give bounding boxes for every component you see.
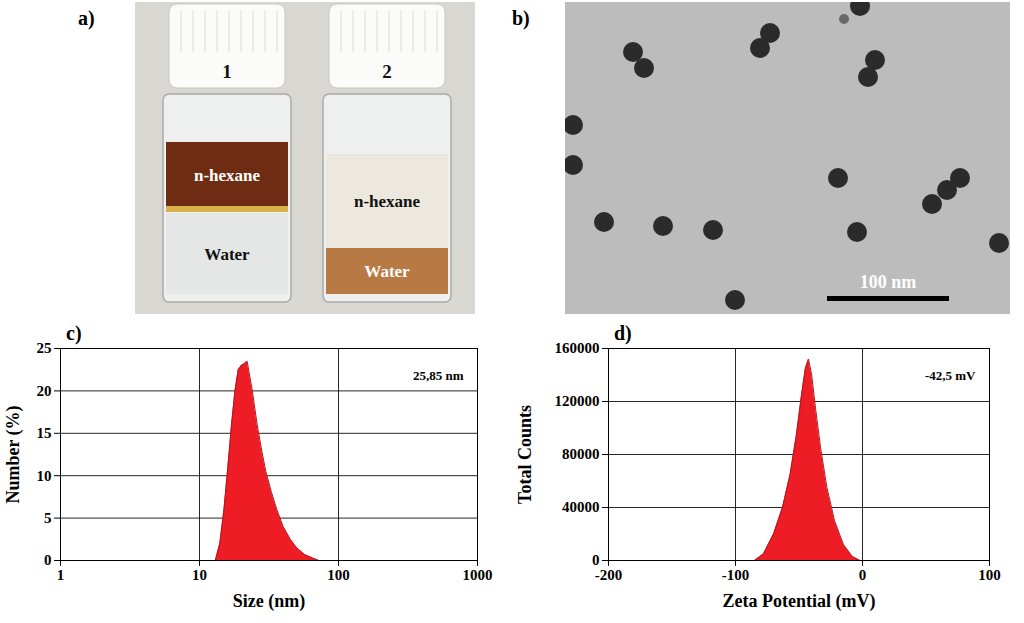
html-text:b): b) xyxy=(512,7,530,29)
svg-text:n-hexane: n-hexane xyxy=(354,192,421,211)
svg-text:1000: 1000 xyxy=(463,567,493,583)
svg-text:40000: 40000 xyxy=(562,499,600,515)
svg-text:Number (%): Number (%) xyxy=(3,405,24,503)
svg-text:Size (nm): Size (nm) xyxy=(233,591,305,612)
svg-text:Water: Water xyxy=(204,245,250,264)
svg-text:25: 25 xyxy=(37,340,52,356)
svg-text:120000: 120000 xyxy=(555,393,600,409)
svg-text:-42,5 mV: -42,5 mV xyxy=(925,368,976,383)
html-text:a): a) xyxy=(78,7,95,29)
svg-text:2: 2 xyxy=(382,61,392,82)
svg-text:Total Counts: Total Counts xyxy=(515,405,535,504)
svg-text:Water: Water xyxy=(364,262,410,281)
svg-text:n-hexane: n-hexane xyxy=(194,166,261,185)
svg-text:5: 5 xyxy=(44,510,52,526)
svg-text:0: 0 xyxy=(44,552,52,568)
svg-text:-100: -100 xyxy=(722,567,750,583)
html-text:d): d) xyxy=(614,322,632,344)
svg-text:0: 0 xyxy=(592,552,600,568)
svg-text:1: 1 xyxy=(57,567,65,583)
svg-text:Zeta Potential (mV): Zeta Potential (mV) xyxy=(723,591,876,612)
svg-text:0: 0 xyxy=(859,567,867,583)
svg-text:80000: 80000 xyxy=(562,446,600,462)
svg-text:25,85 nm: 25,85 nm xyxy=(413,368,464,383)
svg-text:100 nm: 100 nm xyxy=(860,272,917,292)
svg-text:160000: 160000 xyxy=(555,340,600,356)
svg-text:15: 15 xyxy=(37,425,52,441)
svg-text:-200: -200 xyxy=(595,567,623,583)
svg-text:10: 10 xyxy=(192,567,207,583)
html-text:c): c) xyxy=(66,322,82,344)
svg-text:1: 1 xyxy=(222,61,232,82)
svg-text:100: 100 xyxy=(978,567,1001,583)
svg-text:100: 100 xyxy=(327,567,350,583)
svg-text:10: 10 xyxy=(37,468,52,484)
svg-text:20: 20 xyxy=(37,383,52,399)
